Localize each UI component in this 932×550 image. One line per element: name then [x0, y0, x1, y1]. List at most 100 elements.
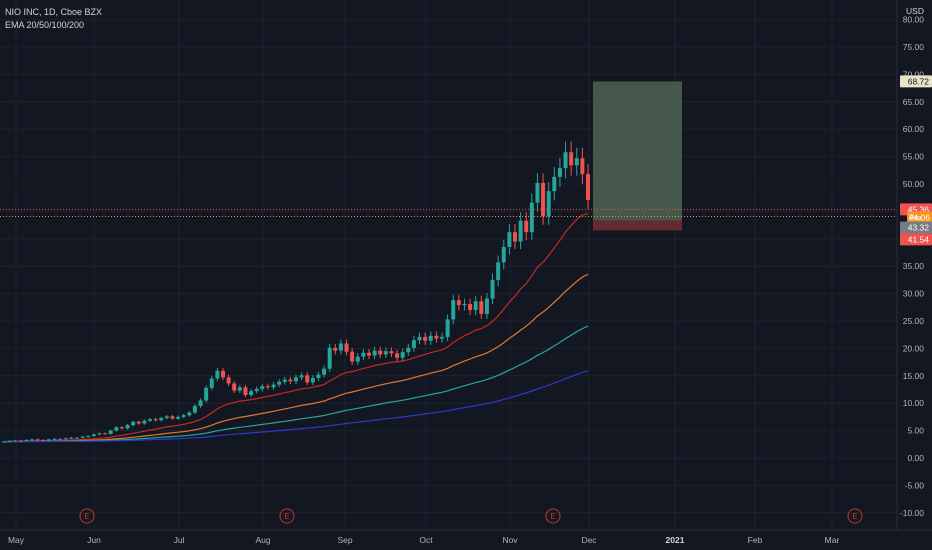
price-tick-label: 15.00 [903, 371, 925, 381]
time-tick-label: Sep [337, 535, 352, 545]
candle-body [69, 437, 74, 439]
candle-body [2, 441, 6, 443]
candle-body [7, 441, 12, 443]
candle-body [378, 350, 383, 355]
candle-body [473, 301, 478, 311]
candle-body [75, 437, 79, 439]
candle-body [170, 416, 175, 419]
candle-body [181, 415, 186, 417]
candle-body [277, 381, 282, 385]
time-axis[interactable]: May Jun Jul Aug Sep Oct Nov Dec 2021 Feb Mar [8, 535, 840, 545]
candle-body [338, 343, 343, 351]
chart-grid [0, 0, 897, 530]
candle-body [243, 387, 248, 395]
candle-body [282, 379, 287, 382]
candle-body [237, 387, 242, 391]
candle-body [496, 262, 501, 280]
candle-body [389, 351, 394, 354]
earnings-marker[interactable]: E [79, 508, 95, 524]
candle-body [456, 300, 461, 306]
candle-body [153, 419, 158, 421]
target-zone[interactable] [593, 81, 682, 221]
price-tick-label: 65.00 [903, 97, 925, 107]
ema-200-line [4, 370, 589, 443]
candle-body [417, 336, 422, 341]
candle-body [142, 420, 147, 424]
candle-body [552, 176, 557, 192]
candle-body [226, 377, 231, 384]
candle-body [400, 352, 405, 358]
price-tick-label: 20.00 [903, 343, 925, 353]
candle-body [176, 416, 181, 419]
candle-body [46, 439, 51, 441]
candle-body [35, 439, 40, 441]
candle-body [411, 340, 416, 348]
candle-body [574, 158, 579, 166]
candle-body [557, 168, 562, 177]
candle-body [232, 383, 237, 391]
price-tick-label: 55.00 [903, 152, 925, 162]
price-label-value: 45.36 [908, 204, 930, 214]
candle-body [288, 379, 293, 382]
price-label-value: 68.72 [908, 76, 930, 86]
candle-body [58, 438, 63, 440]
price-tick-label: 35.00 [903, 261, 925, 271]
candle-body [428, 335, 433, 341]
candle-body [518, 220, 523, 242]
candle-body [372, 350, 377, 356]
time-tick-label: Mar [825, 535, 840, 545]
candle-body [221, 370, 225, 378]
candle-body [580, 158, 585, 175]
candle-body [148, 419, 152, 421]
candle-body [52, 438, 57, 440]
candle-body [63, 438, 68, 440]
candle-body [136, 421, 141, 424]
stop-zone[interactable] [593, 220, 682, 231]
long-position-tool[interactable] [593, 81, 682, 231]
candle-body [513, 232, 517, 242]
price-label-value: 41.54 [908, 234, 930, 244]
price-tick-label: 60.00 [903, 124, 925, 134]
candle-body [187, 412, 192, 416]
candle-body [299, 375, 304, 378]
candle-body [13, 440, 18, 442]
candle-body [310, 377, 315, 383]
earnings-marker[interactable]: E [279, 508, 295, 524]
candle-body [355, 356, 360, 362]
candle-body [108, 430, 113, 434]
candle-body [119, 427, 124, 429]
price-label-entry[interactable]: 43.32 [900, 221, 932, 234]
price-tick-label: 30.00 [903, 289, 925, 299]
legend-symbol[interactable]: NIO INC, 1D, Cboe BZX [5, 7, 103, 17]
candle-body [563, 152, 568, 169]
price-label-value: 43.32 [908, 223, 930, 233]
ema-lines [3, 212, 589, 443]
legend-ema[interactable]: EMA 20/50/100/200 [5, 20, 85, 30]
ema-20-line [3, 212, 589, 443]
earnings-marker[interactable]: E [545, 508, 561, 524]
earnings-marker[interactable]: E [847, 508, 863, 524]
price-label-stop[interactable]: 41.54 [900, 233, 932, 246]
candle-body [125, 425, 130, 429]
price-tick-label: -5.00 [905, 480, 925, 490]
candle-body [305, 375, 310, 383]
candle-body [254, 388, 259, 392]
candle-body [361, 352, 366, 357]
price-axis[interactable]: 80.0075.0070.0065.0060.0055.0050.0045.00… [900, 15, 932, 518]
price-label-value: 44.06 [909, 213, 931, 223]
pre-tag: Pre [909, 214, 922, 223]
price-lines [0, 208, 897, 218]
currency-label[interactable]: USD [906, 6, 924, 16]
candle-body [367, 352, 371, 356]
earnings-letter: E [284, 512, 289, 521]
candle-body [333, 347, 338, 351]
candle-body [103, 433, 108, 435]
price-tick-label: 75.00 [903, 42, 925, 52]
candle-body [209, 378, 214, 388]
price-tick-label: 50.00 [903, 179, 925, 189]
price-label-target[interactable]: 68.72 [900, 75, 932, 88]
